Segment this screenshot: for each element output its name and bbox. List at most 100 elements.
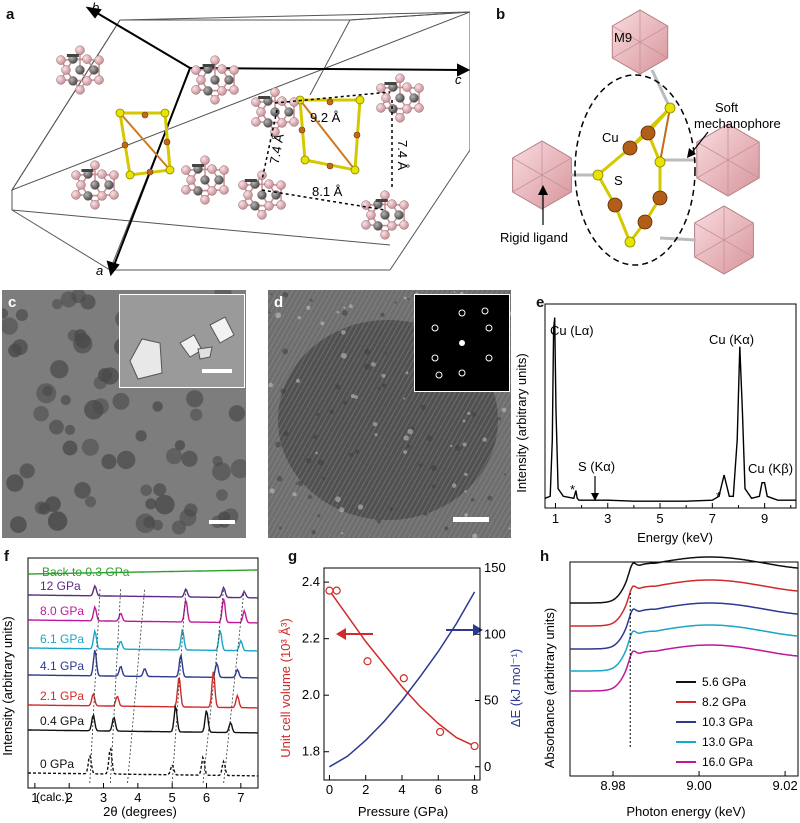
noise-speck [292,492,297,497]
tick-label: 4 [134,790,141,805]
cluster-atom [251,97,261,107]
x-axis-label: 2θ (degrees) [103,804,177,819]
noise-speck [297,316,301,320]
panel-e-label: e [536,294,545,311]
series-label: 12 GPa [40,579,81,593]
tick-label: 9.02 [772,778,797,793]
absorbance-trace [570,579,799,627]
cluster-atom [414,83,424,93]
lattice-fringe [268,290,399,522]
cluster-atom [210,75,220,85]
noise-speck [382,383,387,388]
lattice-fringe [268,290,314,371]
carborane-cluster [238,170,286,220]
noise-speck [501,407,507,413]
lattice-fringe [268,290,304,354]
noise-speck [453,291,456,294]
noise-speck [470,497,475,502]
carborane-cluster [191,55,239,105]
noise-speck [340,329,346,335]
noise-speck [394,301,397,304]
series-label: 4.1 GPa [40,659,84,673]
tick-label: 2.2 [302,631,320,646]
axis-a-label: a [96,263,103,278]
nanoparticle [85,496,97,508]
nanoparticle [45,496,61,513]
panel-b-label: b [496,6,506,23]
tick-label: 1 [552,511,559,526]
cluster-atom [56,55,66,65]
cluster-atom [181,185,191,195]
cluster-bond [66,54,79,57]
y-axis-label: Absorbance (arbitrary units) [542,608,557,768]
cluster-atom [381,93,391,103]
cu-atoms [607,125,668,230]
nanoparticle [15,308,29,322]
cluster-atom [82,76,92,86]
noise-speck [407,297,410,301]
panel-a-label: a [6,6,15,23]
absorbance-trace [570,602,799,650]
y-axis-label: Intensity (arbitrary units) [514,353,529,492]
nanoparticle [152,519,163,531]
noise-speck [268,382,274,388]
nanoparticle [51,298,63,310]
cluster-atom [207,186,217,196]
nanoparticle [101,454,117,470]
distance-label: 9.2 Å [310,110,341,125]
distance-label: 8.1 Å [312,184,343,199]
nanoparticle [145,498,157,510]
cluster-atom [200,195,210,205]
nanoparticle [50,360,69,379]
plot-frame [544,303,797,509]
cluster-atom [399,200,409,210]
tick-label: 50 [484,693,498,708]
absorbance-trace [570,556,799,604]
cluster-atom [402,82,412,92]
y-axis-label: Intensity (arbitrary units) [0,616,15,755]
cluster-atom [270,87,280,97]
noise-speck [342,400,348,405]
cluster-atom [257,190,267,200]
plot-frame [323,567,481,781]
crystal-structure-diagram: b c a [10,0,470,278]
cluster-bond [192,164,205,167]
cluster-atom [71,170,81,180]
s-atoms [592,102,676,248]
panel-c-tem-image: c [2,290,246,538]
legend-label: 8.2 GPa [702,695,746,709]
cluster-atom [203,86,213,96]
icosahedron [512,140,572,210]
nanoparticle [154,494,175,515]
guide-line [223,587,245,784]
nanoparticle [174,440,186,451]
cluster-atom [361,220,371,230]
cluster-atom [214,175,224,185]
noise-speck [450,444,453,448]
cluster-atom [380,230,390,240]
lattice-fringe [462,451,511,538]
data-point [470,741,479,751]
noise-speck [350,394,355,399]
noise-speck [278,526,282,530]
cluster-atom [276,180,286,190]
absorbance-trace [570,624,799,672]
tick-label: 5 [656,511,663,526]
cluster-atom [94,75,104,85]
mechanophore-ellipse [574,74,696,266]
noise-speck [343,306,346,309]
noise-speck [275,312,282,319]
nanoparticle [75,333,91,349]
cluster-atom [75,85,85,95]
mechanophore-diagram: M9 Soft mechanophore Cu S Rigid ligand [500,9,781,275]
lattice-fringe [268,290,339,416]
tick-label: 1.8 [302,744,320,759]
tick-label: 2.0 [302,687,320,702]
xrd-trace [28,628,258,652]
noise-speck [464,490,467,493]
eds-spectrum-chart: Intensity (arbitrary units) Energy (keV)… [514,303,797,545]
lattice-fringe [268,290,299,345]
volume-energy-chart: Unit cell volume (10³ Å³) ΔE (kJ mol⁻¹) … [278,560,523,819]
distance-label: 7.4 Å [267,132,287,165]
